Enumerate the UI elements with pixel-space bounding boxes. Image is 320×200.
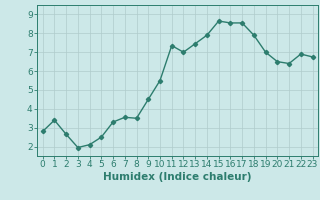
X-axis label: Humidex (Indice chaleur): Humidex (Indice chaleur) bbox=[103, 172, 252, 182]
